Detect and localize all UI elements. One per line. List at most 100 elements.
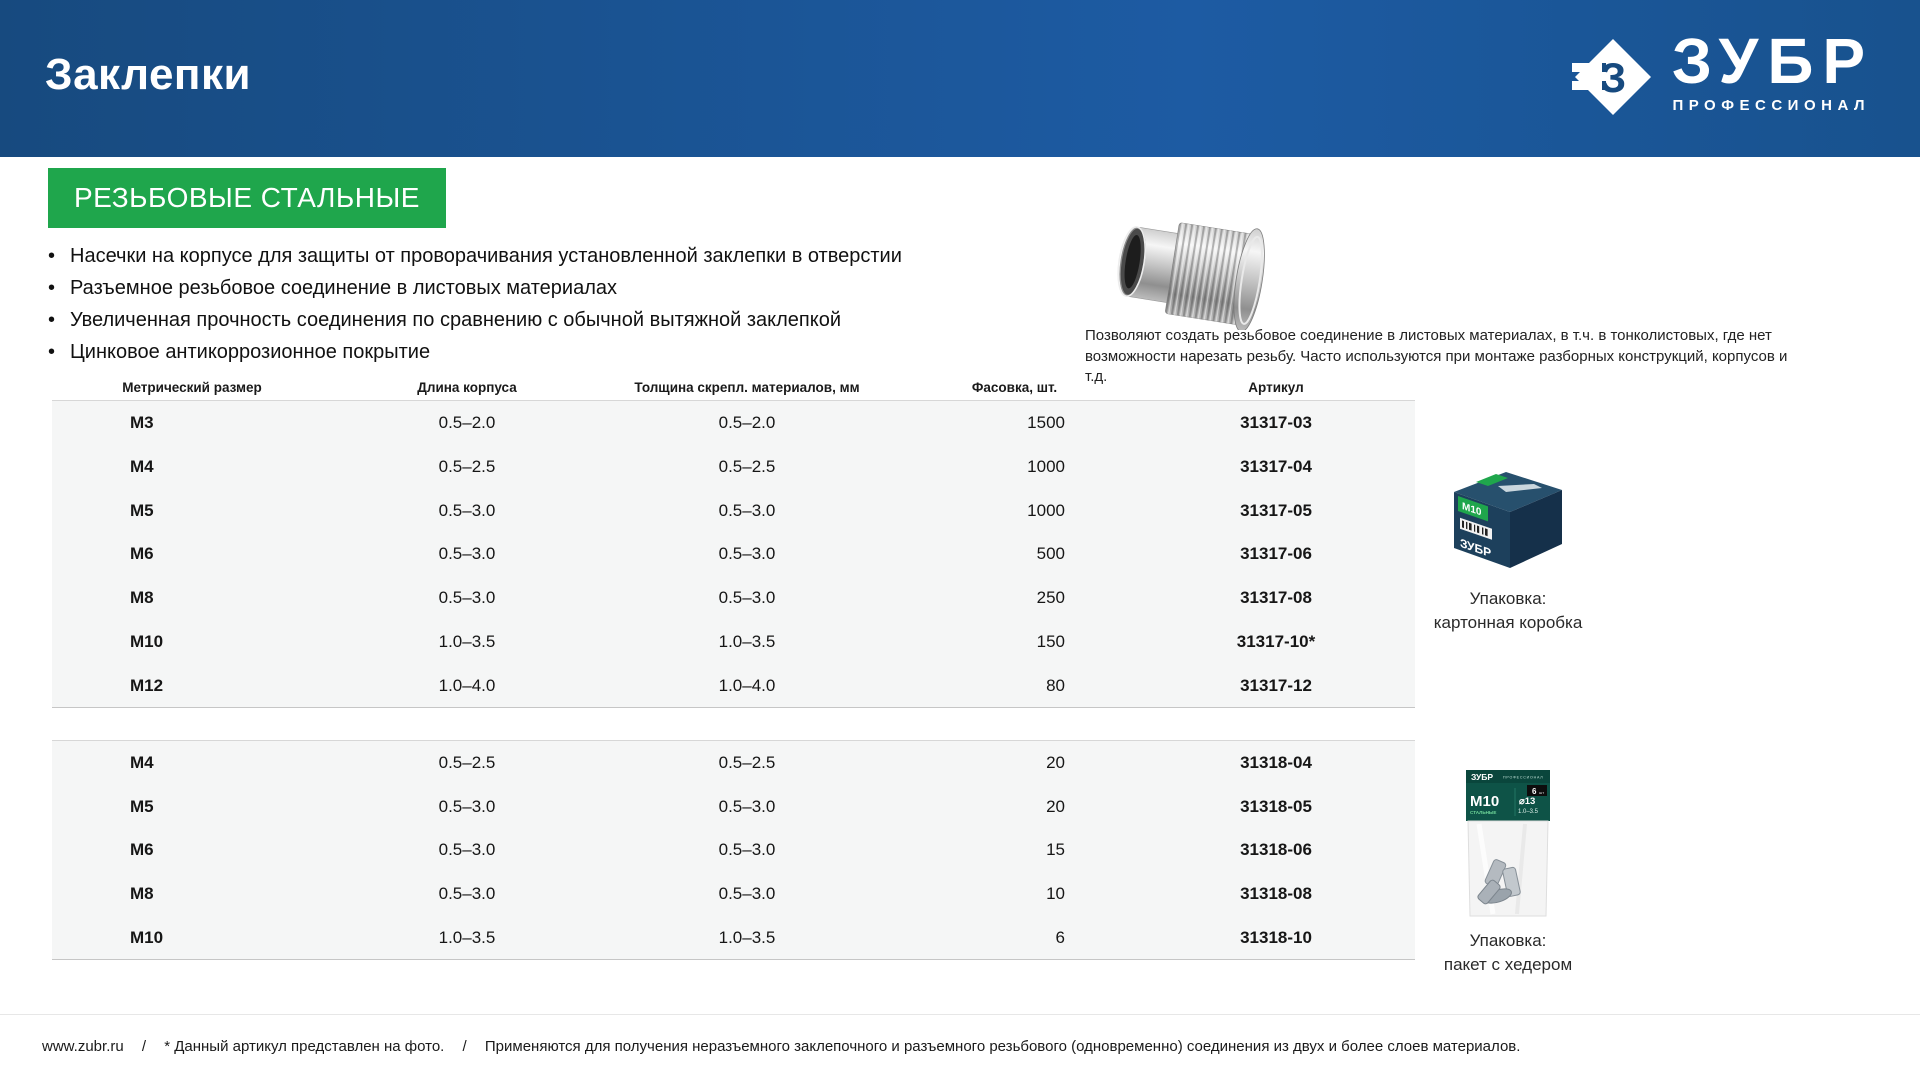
bag-rivets — [1477, 859, 1521, 905]
body-length-cell: 0.5–3.0 — [438, 588, 496, 608]
footer-site-link[interactable]: www.zubr.ru — [42, 1038, 124, 1055]
table-row: M6 0.5–3.0 0.5–3.0 15 31318-06 — [52, 828, 1415, 872]
article-cell: 31317-08 — [1240, 588, 1312, 608]
body-length-cell: 1.0–4.0 — [438, 675, 496, 695]
page-title: Заклепки — [45, 50, 252, 99]
brand-logo-text: ЗУБР ПРОФЕССИОНАЛ — [1672, 29, 1865, 114]
size-cell: M5 — [130, 500, 154, 520]
table-header-row: Метрический размер Длина корпуса Толщина с… — [52, 374, 1415, 401]
bag-count-unit-label: шт — [1539, 790, 1544, 795]
thickness-cell: 0.5–3.0 — [718, 500, 776, 520]
article-cell: 31317-10* — [1236, 632, 1316, 652]
pack-qty-cell: 80 — [1046, 675, 1065, 695]
brand-subtitle: ПРОФЕССИОНАЛ — [1672, 96, 1870, 114]
article-cell: 31318-05 — [1240, 796, 1312, 816]
pack-qty-cell: 10 — [1046, 883, 1065, 903]
size-cell: M4 — [130, 456, 154, 476]
table-row: M10 1.0–3.5 1.0–3.5 6 31318-10 — [52, 916, 1415, 960]
pack-qty-cell: 1500 — [1027, 412, 1065, 432]
article-cell: 31317-12 — [1240, 675, 1312, 695]
feature-item: Цинковое антикоррозионное покрытие — [48, 336, 948, 368]
thickness-cell: 0.5–3.0 — [718, 544, 776, 564]
body-length-cell: 0.5–3.0 — [438, 544, 496, 564]
thickness-cell: 0.5–3.0 — [718, 796, 776, 816]
column-header: Толщина скрепл. материалов, мм — [634, 379, 860, 395]
table-row: M12 1.0–4.0 1.0–4.0 80 31317-12 — [52, 664, 1415, 708]
table-row: M3 0.5–2.0 0.5–2.0 1500 31317-03 — [52, 401, 1415, 445]
pack-qty-cell: 1000 — [1027, 500, 1065, 520]
footer-note-usage: Применяются для получения неразъемного з… — [484, 1038, 1521, 1055]
bag-brand-sub-label: ПРОФЕССИОНАЛ — [1503, 776, 1543, 780]
packaging-caption-type: пакет с хедером — [1443, 955, 1573, 974]
thickness-cell: 0.5–2.0 — [718, 412, 776, 432]
pack-qty-cell: 1000 — [1027, 456, 1065, 476]
footer-note-photo: * Данный артикул представлен на фото. — [164, 1038, 445, 1055]
packaging-box: M10 ЗУБР Упаковка: картонная коробка — [1388, 462, 1628, 635]
column-header: Метрический размер — [122, 379, 262, 395]
size-cell: M6 — [130, 544, 154, 564]
article-cell: 31317-03 — [1240, 412, 1312, 432]
size-cell: M3 — [130, 412, 154, 432]
column-header: Фасовка, шт. — [971, 379, 1058, 395]
article-cell: 31317-05 — [1240, 500, 1312, 520]
thickness-cell: 1.0–3.5 — [718, 927, 776, 947]
body-length-cell: 0.5–2.0 — [438, 412, 496, 432]
footer-separator: / — [462, 1038, 467, 1055]
thickness-cell: 0.5–3.0 — [718, 588, 776, 608]
feature-item: Разъемное резьбовое соединение в листовы… — [48, 272, 948, 304]
pack-qty-cell: 20 — [1046, 796, 1065, 816]
bag-size-label: M10 — [1470, 793, 1499, 810]
bag-type-label: СТАЛЬНЫЕ — [1470, 810, 1497, 815]
article-cell: 31317-06 — [1240, 544, 1312, 564]
zubr-logo-icon: З — [1571, 39, 1651, 115]
packaging-bag: ЗУБР ПРОФЕССИОНАЛ 6 шт M10 СТАЛЬНЫЕ ⌀13 … — [1388, 768, 1628, 977]
body-length-cell: 0.5–2.5 — [438, 752, 496, 772]
article-cell: 31317-04 — [1240, 456, 1312, 476]
packaging-caption-title: Упаковка: — [1469, 589, 1547, 608]
pack-qty-cell: 20 — [1046, 752, 1065, 772]
body-length-cell: 0.5–3.0 — [438, 883, 496, 903]
spec-table-bag-packed: M4 0.5–2.5 0.5–2.5 20 31318-04 M5 0.5–3.0 0.5–3… — [52, 740, 1415, 960]
feature-list: Насечки на корпусе для защиты от провора… — [48, 240, 948, 368]
thickness-cell: 1.0–4.0 — [718, 675, 776, 695]
svg-text:З: З — [1600, 54, 1626, 101]
pack-qty-cell: 250 — [1036, 588, 1065, 608]
thickness-cell: 0.5–3.0 — [718, 840, 776, 860]
packaging-caption-type: картонная коробка — [1433, 613, 1583, 632]
body-length-cell: 0.5–3.0 — [438, 840, 496, 860]
body-length-cell: 1.0–3.5 — [438, 927, 496, 947]
bag-count-label: 6 — [1532, 787, 1537, 796]
size-cell: M10 — [130, 927, 164, 947]
table-row: M10 1.0–3.5 1.0–3.5 150 31317-10* — [52, 620, 1415, 664]
size-cell: M6 — [130, 840, 154, 860]
section-badge: РЕЗЬБОВЫЕ СТАЛЬНЫЕ — [48, 168, 446, 228]
product-description: Позволяют создать резьбовое соединение в… — [1085, 327, 1788, 386]
brand-logo: З ЗУБР ПРОФЕССИОНАЛ — [1571, 29, 1865, 118]
size-cell: M8 — [130, 588, 154, 608]
thickness-cell: 1.0–3.5 — [718, 632, 776, 652]
thickness-cell: 0.5–2.5 — [718, 752, 776, 772]
size-cell: M10 — [130, 632, 164, 652]
footer-divider — [0, 1014, 1920, 1015]
pack-qty-cell: 500 — [1036, 544, 1065, 564]
bag-brand-label: ЗУБР — [1471, 772, 1493, 782]
packaging-caption-title: Упаковка: — [1469, 931, 1547, 950]
spec-table-box-packed: M3 0.5–2.0 0.5–2.0 1500 31317-03 M4 0.5–2.5 0.5… — [52, 401, 1415, 708]
bag-diameter-label: ⌀13 — [1519, 796, 1535, 807]
body-length-cell: 0.5–2.5 — [438, 456, 496, 476]
pack-qty-cell: 15 — [1046, 840, 1065, 860]
body-length-cell: 0.5–3.0 — [438, 500, 496, 520]
size-cell: M4 — [130, 752, 154, 772]
table-row: M5 0.5–3.0 0.5–3.0 1000 31317-05 — [52, 489, 1415, 533]
size-cell: M12 — [130, 675, 164, 695]
header-bar: Заклепки З ЗУБР ПРОФЕССИОНАЛ — [0, 0, 1920, 157]
column-header: Длина корпуса — [417, 379, 517, 395]
column-header: Артикул — [1248, 379, 1304, 395]
article-cell: 31318-06 — [1240, 840, 1312, 860]
body-length-cell: 1.0–3.5 — [438, 632, 496, 652]
article-cell: 31318-04 — [1240, 752, 1312, 772]
bag-range-label: 1.0–3.5 — [1518, 809, 1539, 815]
feature-item: Насечки на корпусе для защиты от провора… — [48, 240, 948, 272]
article-cell: 31318-10 — [1240, 927, 1312, 947]
